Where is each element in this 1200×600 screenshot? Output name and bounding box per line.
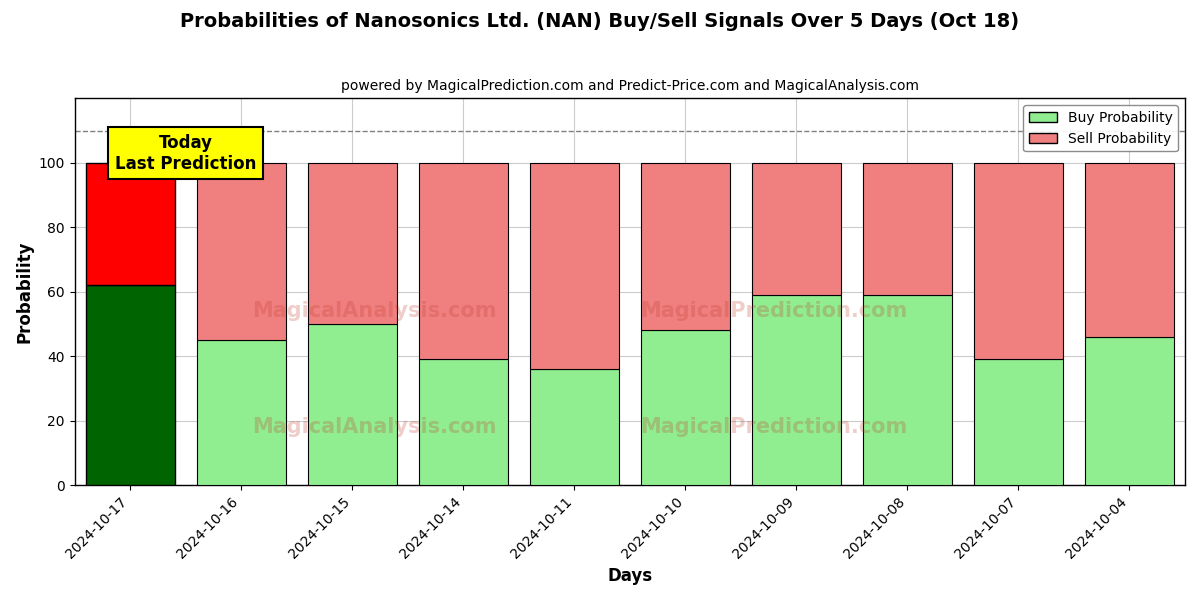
Bar — [308, 163, 397, 324]
Bar — [85, 163, 174, 286]
Bar — [530, 163, 619, 369]
Bar — [197, 340, 286, 485]
Bar — [752, 163, 841, 295]
Bar — [419, 163, 508, 359]
Text: MagicalAnalysis.com: MagicalAnalysis.com — [252, 301, 497, 321]
Bar — [863, 295, 952, 485]
Bar — [974, 163, 1063, 359]
Bar — [863, 163, 952, 295]
Bar — [641, 163, 730, 331]
Bar — [419, 359, 508, 485]
Bar — [1085, 337, 1174, 485]
Legend: Buy Probability, Sell Probability: Buy Probability, Sell Probability — [1024, 105, 1178, 151]
Text: Today
Last Prediction: Today Last Prediction — [115, 134, 257, 173]
Bar — [197, 163, 286, 340]
Bar — [641, 331, 730, 485]
Text: MagicalPrediction.com: MagicalPrediction.com — [641, 417, 907, 437]
Bar — [85, 286, 174, 485]
Bar — [974, 359, 1063, 485]
Text: MagicalPrediction.com: MagicalPrediction.com — [641, 301, 907, 321]
Title: powered by MagicalPrediction.com and Predict-Price.com and MagicalAnalysis.com: powered by MagicalPrediction.com and Pre… — [341, 79, 919, 93]
Bar — [530, 369, 619, 485]
Text: MagicalAnalysis.com: MagicalAnalysis.com — [252, 417, 497, 437]
Y-axis label: Probability: Probability — [16, 241, 34, 343]
Text: Probabilities of Nanosonics Ltd. (NAN) Buy/Sell Signals Over 5 Days (Oct 18): Probabilities of Nanosonics Ltd. (NAN) B… — [180, 12, 1020, 31]
Bar — [1085, 163, 1174, 337]
Bar — [308, 324, 397, 485]
Bar — [752, 295, 841, 485]
X-axis label: Days: Days — [607, 567, 653, 585]
